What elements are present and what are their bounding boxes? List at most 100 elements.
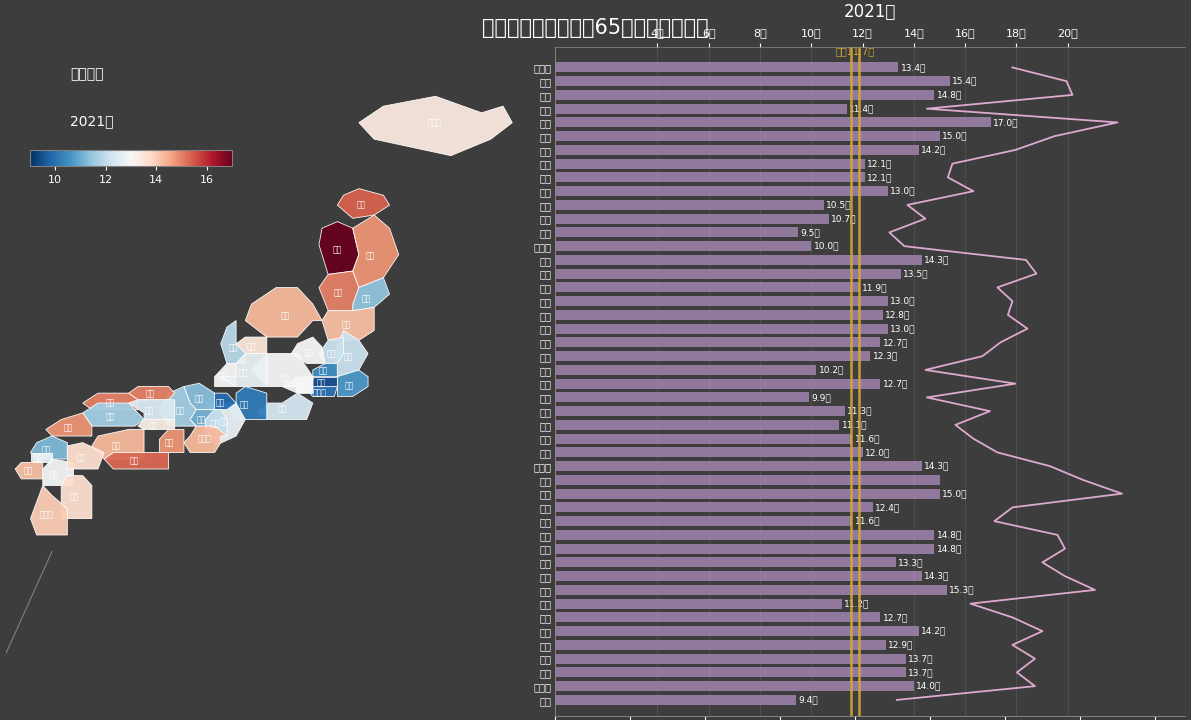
Text: 11.6人: 11.6人 bbox=[854, 434, 880, 444]
Polygon shape bbox=[313, 364, 337, 377]
Polygon shape bbox=[337, 189, 389, 218]
Bar bbox=[555, 557, 896, 567]
Text: 11.2人: 11.2人 bbox=[844, 599, 869, 608]
Text: 14.3人: 14.3人 bbox=[924, 462, 949, 471]
Text: 秋田: 秋田 bbox=[332, 245, 342, 254]
Polygon shape bbox=[160, 387, 197, 426]
Text: 12.9人: 12.9人 bbox=[887, 640, 913, 649]
Polygon shape bbox=[310, 377, 337, 387]
Bar bbox=[555, 695, 796, 705]
Text: 東京: 東京 bbox=[317, 378, 326, 387]
Polygon shape bbox=[68, 443, 104, 469]
Bar bbox=[555, 131, 940, 141]
Text: 17.0人: 17.0人 bbox=[993, 118, 1018, 127]
Bar bbox=[555, 475, 940, 485]
Text: 14.8人: 14.8人 bbox=[936, 531, 962, 539]
Bar bbox=[555, 228, 798, 238]
Bar bbox=[555, 63, 898, 73]
Polygon shape bbox=[245, 287, 322, 337]
Text: 13.7人: 13.7人 bbox=[909, 668, 934, 677]
Polygon shape bbox=[310, 387, 337, 397]
Text: 12.4人: 12.4人 bbox=[875, 503, 900, 512]
Text: 三重: 三重 bbox=[219, 418, 229, 426]
Bar bbox=[555, 667, 906, 678]
Polygon shape bbox=[251, 354, 313, 393]
Text: 9.5人: 9.5人 bbox=[800, 228, 821, 237]
Text: 13.7人: 13.7人 bbox=[909, 654, 934, 663]
Text: 佐賀: 佐賀 bbox=[35, 453, 43, 462]
Bar bbox=[555, 585, 947, 595]
Text: 山口: 山口 bbox=[63, 423, 73, 433]
Text: 14.2人: 14.2人 bbox=[921, 626, 947, 636]
Text: 15.0人: 15.0人 bbox=[942, 132, 967, 140]
Bar bbox=[555, 145, 919, 155]
Text: 長崎: 長崎 bbox=[24, 466, 32, 475]
Text: 全国比較: 全国比較 bbox=[70, 67, 104, 81]
Text: 埼玉: 埼玉 bbox=[318, 366, 328, 376]
Bar bbox=[555, 117, 991, 127]
Text: 鹿児島: 鹿児島 bbox=[39, 510, 54, 519]
Text: 神奈川: 神奈川 bbox=[312, 388, 326, 397]
Text: 愛知: 愛知 bbox=[239, 400, 249, 409]
Bar bbox=[555, 104, 847, 114]
Text: 14.3人: 14.3人 bbox=[924, 572, 949, 580]
Bar bbox=[555, 681, 913, 691]
Bar bbox=[555, 200, 824, 210]
Polygon shape bbox=[205, 403, 245, 446]
Bar bbox=[555, 241, 811, 251]
Text: 兵庫: 兵庫 bbox=[175, 407, 185, 415]
Text: 14.2人: 14.2人 bbox=[921, 145, 947, 154]
Bar bbox=[555, 365, 816, 375]
Polygon shape bbox=[319, 337, 343, 364]
Bar bbox=[555, 406, 844, 416]
Text: 新潟: 新潟 bbox=[280, 311, 289, 320]
Bar bbox=[555, 613, 880, 622]
Polygon shape bbox=[257, 393, 313, 420]
Text: 山形: 山形 bbox=[333, 289, 343, 298]
Text: 14.0人: 14.0人 bbox=[916, 682, 941, 690]
Text: 岡山: 岡山 bbox=[145, 406, 155, 415]
Bar bbox=[555, 571, 922, 581]
Polygon shape bbox=[43, 459, 74, 485]
Polygon shape bbox=[191, 410, 214, 426]
Polygon shape bbox=[31, 452, 52, 462]
Text: 高知: 高知 bbox=[130, 456, 139, 465]
Bar bbox=[555, 214, 829, 224]
Polygon shape bbox=[335, 330, 368, 377]
Text: 長野: 長野 bbox=[281, 373, 291, 382]
Text: 10.2人: 10.2人 bbox=[818, 366, 844, 374]
Text: 14.3人: 14.3人 bbox=[924, 256, 949, 264]
Text: 11.9人: 11.9人 bbox=[862, 283, 887, 292]
Text: 11.3人: 11.3人 bbox=[847, 407, 872, 415]
Text: 広島: 広島 bbox=[106, 413, 114, 421]
Text: 大分: 大分 bbox=[76, 454, 86, 462]
Bar bbox=[555, 310, 883, 320]
Polygon shape bbox=[129, 387, 175, 400]
Bar bbox=[555, 640, 886, 650]
Polygon shape bbox=[61, 476, 92, 518]
Polygon shape bbox=[319, 222, 358, 274]
Text: 12.7人: 12.7人 bbox=[883, 613, 908, 622]
Polygon shape bbox=[220, 354, 267, 387]
Text: 14.8人: 14.8人 bbox=[936, 91, 962, 99]
Text: 13.0人: 13.0人 bbox=[891, 186, 916, 196]
Text: 福井: 福井 bbox=[219, 372, 227, 381]
Bar bbox=[555, 516, 853, 526]
Bar bbox=[555, 654, 906, 664]
Text: 12.7人: 12.7人 bbox=[883, 338, 908, 347]
Polygon shape bbox=[31, 485, 68, 535]
Text: 北海道: 北海道 bbox=[428, 119, 442, 127]
Text: 11.1人: 11.1人 bbox=[842, 420, 867, 429]
Text: 徳島: 徳島 bbox=[164, 438, 174, 447]
Text: 15.3人: 15.3人 bbox=[949, 585, 975, 595]
Text: 10.7人: 10.7人 bbox=[831, 214, 858, 223]
Bar bbox=[555, 324, 888, 333]
Polygon shape bbox=[214, 364, 236, 387]
Bar bbox=[555, 296, 888, 306]
Polygon shape bbox=[220, 320, 245, 364]
Text: 14.8人: 14.8人 bbox=[936, 544, 962, 553]
Polygon shape bbox=[353, 215, 399, 287]
Text: 2021年: 2021年 bbox=[70, 114, 114, 127]
Polygon shape bbox=[31, 436, 68, 459]
Text: 12.1人: 12.1人 bbox=[867, 159, 893, 168]
